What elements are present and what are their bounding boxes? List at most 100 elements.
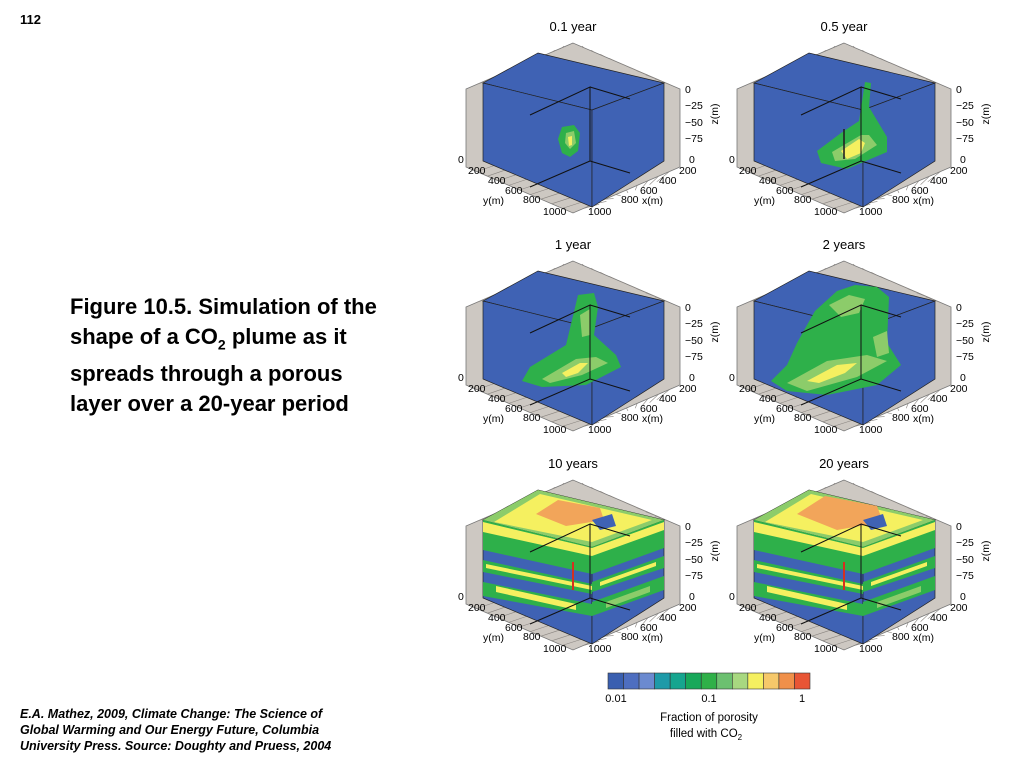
x-tick-label: 0 (689, 372, 695, 384)
y-tick-label: 400 (488, 393, 506, 405)
z-tick-label: −75 (685, 133, 703, 145)
z-axis-label: z(m) (980, 322, 992, 343)
y-tick-label: 1000 (543, 206, 567, 218)
y-tick-label: 1000 (814, 424, 838, 436)
y-tick-label: 600 (776, 622, 794, 634)
z-tick-label: −25 (685, 100, 703, 112)
x-tick-label: 1000 (859, 424, 883, 436)
cutaway-edge (589, 304, 631, 318)
z-tick-label: −75 (956, 133, 974, 145)
cutaway-edge (529, 304, 591, 406)
y-tick-label: 0 (729, 154, 735, 166)
x-tick-label: 1000 (859, 206, 883, 218)
caption-text-pre: Figure 10.5. Simulation of the shape of … (70, 294, 377, 349)
caption-text-post: plume as it spreads through a porous lay… (70, 324, 349, 417)
cube-right-face (591, 82, 665, 208)
y-tick-label: 400 (759, 175, 777, 187)
plume-region (568, 136, 572, 146)
y-tick-label: 600 (505, 622, 523, 634)
plume-region (754, 522, 863, 556)
plume-region (536, 500, 604, 526)
panel-title: 0.5 year (821, 19, 869, 34)
plume-region (496, 586, 576, 610)
y-tick-label: 800 (523, 412, 541, 424)
cutaway-edge (529, 86, 591, 188)
y-axis-label: y(m) (754, 413, 775, 425)
x-tick-label: 0 (960, 372, 966, 384)
x-tick-label: 1000 (859, 643, 883, 655)
x-tick-label: 1000 (588, 424, 612, 436)
panel-6: 20 years0−25−50−75z(m)02004006008001000y… (729, 456, 992, 655)
z-axis-label: z(m) (709, 541, 721, 562)
colorbar-label-text: filled with CO (670, 728, 738, 740)
cutaway-edge (860, 160, 902, 174)
z-tick-label: −25 (956, 537, 974, 549)
colorbar-cell (669, 672, 686, 690)
y-tick-label: 400 (759, 612, 777, 624)
y-tick-label: 1000 (543, 643, 567, 655)
credit-line-1: E.A. Mathez, 2009, Climate Change: The S… (20, 707, 323, 721)
panel-2: 0.5 year0−25−50−75z(m)02004006008001000y… (729, 19, 992, 218)
x-tick-label: 400 (930, 612, 948, 624)
x-tick-label: 1000 (588, 643, 612, 655)
plume-region (580, 309, 590, 337)
y-tick-label: 200 (468, 165, 486, 177)
plume-region (863, 522, 935, 556)
cutaway-edge (529, 523, 591, 625)
x-tick-label: 200 (950, 383, 968, 395)
plume-region (873, 331, 889, 357)
colorbar-label: Fraction of porosity (660, 712, 758, 724)
y-tick-label: 200 (468, 602, 486, 614)
plume-region (562, 363, 588, 377)
plume-region (486, 564, 592, 590)
y-tick-label: 400 (759, 393, 777, 405)
z-tick-label: 0 (685, 521, 691, 533)
y-axis-label: y(m) (483, 413, 504, 425)
colorbar: 0.01 0.1 1 Fraction of porosity filled w… (605, 672, 811, 742)
x-tick-label: 600 (911, 622, 929, 634)
y-tick-label: 400 (488, 612, 506, 624)
y-tick-label: 0 (458, 154, 464, 166)
z-tick-label: −50 (685, 117, 703, 129)
colorbar-cell (716, 672, 733, 690)
y-axis-label: y(m) (754, 632, 775, 644)
x-axis-label: x(m) (913, 632, 934, 644)
panel-3: 1 year0−25−50−75z(m)02004006008001000y(m… (458, 237, 721, 436)
plume-region (871, 562, 927, 586)
x-axis-label: x(m) (642, 413, 663, 425)
y-tick-label: 800 (794, 631, 812, 643)
z-tick-label: −25 (956, 100, 974, 112)
plume-region (483, 522, 592, 556)
y-axis-label: y(m) (754, 195, 775, 207)
x-tick-label: 200 (679, 165, 697, 177)
x-tick-label: 600 (911, 403, 929, 415)
x-axis-label: x(m) (642, 632, 663, 644)
z-tick-label: −25 (685, 318, 703, 330)
z-tick-label: 0 (956, 521, 962, 533)
x-tick-label: 400 (659, 393, 677, 405)
plume-region (797, 496, 883, 530)
x-axis-label: x(m) (642, 195, 663, 207)
y-axis-label: y(m) (483, 632, 504, 644)
x-tick-label: 800 (621, 631, 639, 643)
colorbar-label: filled with CO2 (670, 728, 743, 742)
colorbar-cell (654, 672, 671, 690)
x-tick-label: 600 (911, 185, 929, 197)
z-axis-label: z(m) (980, 104, 992, 125)
cutaway-edge (860, 523, 902, 537)
plume-region (877, 586, 921, 608)
z-tick-label: 0 (685, 84, 691, 96)
y-tick-label: 200 (739, 602, 757, 614)
panel-title: 20 years (819, 456, 869, 471)
z-axis-label: z(m) (709, 322, 721, 343)
panel-title: 0.1 year (550, 19, 598, 34)
caption-subscript: 2 (217, 336, 226, 353)
panel-5: 10 years0−25−50−75z(m)02004006008001000y… (458, 456, 721, 655)
y-tick-label: 0 (729, 591, 735, 603)
colorbar-cell (607, 672, 624, 690)
cutaway-edge (860, 597, 902, 611)
cutaway-edge (800, 304, 862, 406)
z-tick-label: −25 (956, 318, 974, 330)
y-tick-label: 600 (505, 403, 523, 415)
panel-title: 2 years (823, 237, 866, 252)
